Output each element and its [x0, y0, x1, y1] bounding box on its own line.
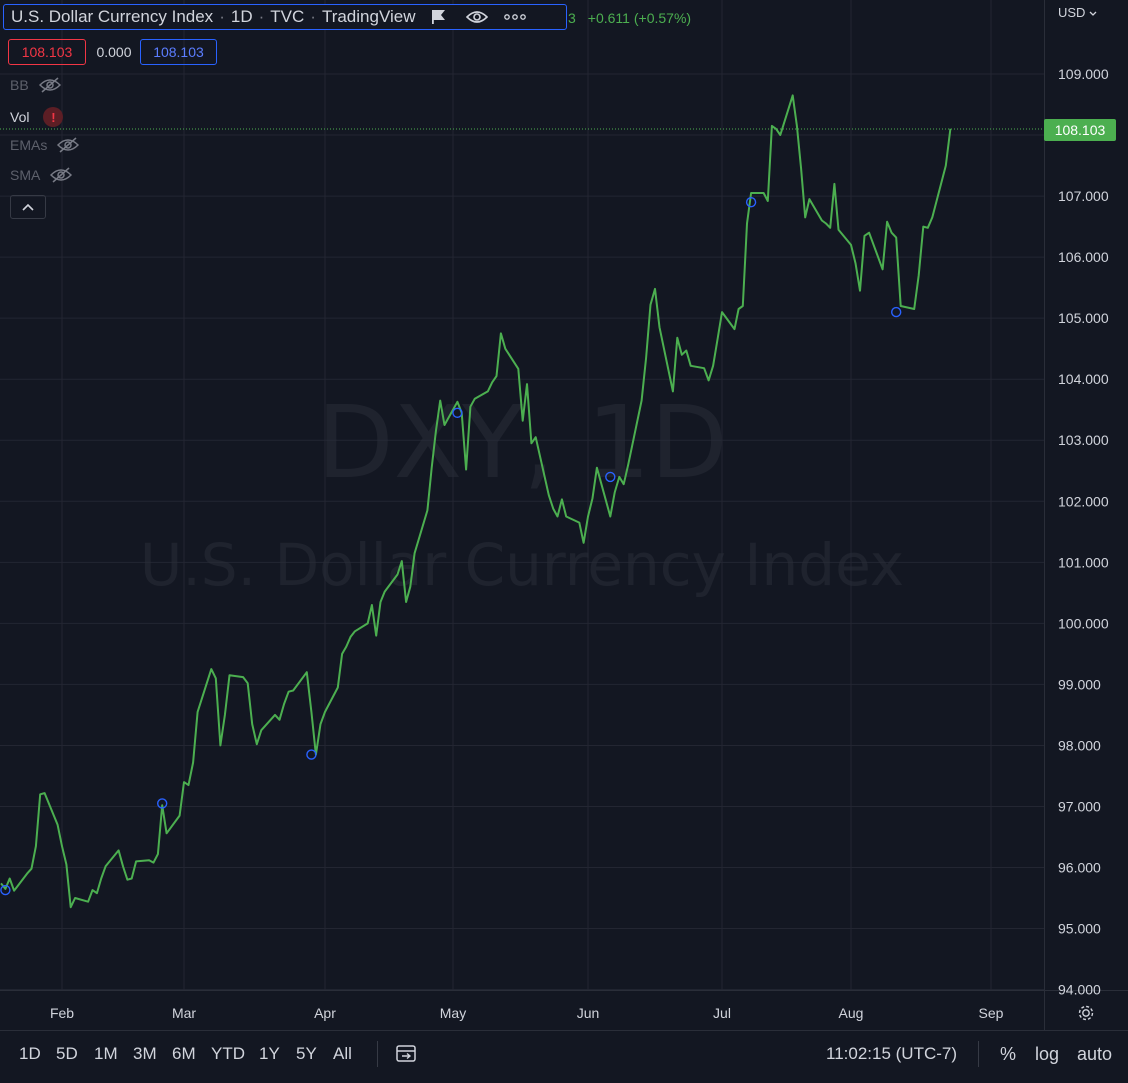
- clock-timezone[interactable]: 11:02:15 (UTC-7): [826, 1044, 958, 1063]
- indicator-vol[interactable]: Vol !: [10, 107, 64, 127]
- symbol-legend[interactable]: U.S. Dollar Currency Index · 1D · TVC · …: [3, 4, 567, 30]
- chart-grid: [0, 0, 1128, 1030]
- x-tick-label: Feb: [50, 1005, 74, 1021]
- signal-marker: [891, 306, 902, 318]
- buy-price-button[interactable]: 108.103: [140, 39, 217, 65]
- range-button-1y[interactable]: 1Y: [259, 1044, 280, 1063]
- chevron-down-icon: [1089, 11, 1097, 16]
- time-axis[interactable]: Feb Mar Apr May Jun Jul Aug Sep: [50, 1005, 1004, 1021]
- signal-marker: [605, 471, 616, 483]
- y-tick-label: 94.000: [1058, 982, 1101, 998]
- legend-separator: ·: [258, 7, 265, 26]
- signal-marker: [745, 196, 757, 208]
- signal-marker: [452, 407, 463, 418]
- x-tick-label: Mar: [172, 1005, 196, 1021]
- legend-separator: ·: [310, 7, 316, 26]
- indicator-label: Vol: [10, 109, 30, 125]
- y-tick-label: 102.000: [1058, 493, 1109, 509]
- chevron-up-icon: [22, 203, 34, 211]
- range-button-5y[interactable]: 5Y: [296, 1044, 317, 1063]
- bottom-toolbar: [0, 1030, 1128, 1083]
- y-tick-label: 97.000: [1058, 798, 1101, 814]
- indicator-label: BB: [10, 77, 29, 93]
- sell-price-button[interactable]: 108.103: [8, 39, 86, 65]
- signal-marker: [156, 798, 168, 809]
- x-tick-label: Apr: [314, 1005, 336, 1021]
- signal-marker: [306, 749, 317, 760]
- watermark-name: U.S. Dollar Currency Index: [140, 531, 904, 599]
- price-change: +0.611 (+0.57%): [587, 10, 692, 26]
- y-tick-label: 95.000: [1058, 921, 1101, 937]
- signal-markers: [0, 196, 902, 896]
- x-tick-label: Jun: [577, 1005, 600, 1021]
- y-tick-label: 103.000: [1058, 432, 1109, 448]
- range-button-1m[interactable]: 1M: [94, 1044, 118, 1063]
- flag-icon[interactable]: [430, 8, 448, 26]
- x-tick-label: Sep: [979, 1005, 1004, 1021]
- price-series-line: [0, 94, 952, 909]
- collapse-indicators-button[interactable]: [10, 195, 46, 219]
- gear-icon[interactable]: [1076, 1003, 1096, 1023]
- indicator-sma[interactable]: SMA: [10, 167, 73, 183]
- y-tick-label: 109.000: [1058, 66, 1109, 82]
- legend-values: 3 +0.611 (+0.57%): [568, 10, 691, 26]
- indicator-label: SMA: [10, 167, 41, 183]
- price-axis[interactable]: 109.000108.000107.000106.000105.000104.0…: [1058, 66, 1109, 998]
- eye-hidden-icon[interactable]: [50, 167, 73, 183]
- more-icon[interactable]: [503, 14, 526, 20]
- y-tick-label: 100.000: [1058, 615, 1109, 631]
- source-label: TradingView: [321, 7, 416, 26]
- eye-icon[interactable]: [465, 9, 488, 25]
- percent-scale-toggle[interactable]: %: [1000, 1044, 1017, 1064]
- y-tick-label: 104.000: [1058, 371, 1109, 387]
- currency-label: USD: [1058, 5, 1086, 20]
- eye-hidden-icon[interactable]: [57, 137, 80, 153]
- signal-marker: [0, 884, 11, 896]
- range-button-ytd[interactable]: YTD: [211, 1044, 245, 1063]
- last-price-label: 108.103: [1044, 119, 1116, 141]
- y-tick-label: 107.000: [1058, 188, 1109, 204]
- indicator-bb[interactable]: BB: [10, 77, 61, 93]
- log-scale-toggle[interactable]: log: [1035, 1044, 1060, 1064]
- y-tick-label: 101.000: [1058, 554, 1109, 570]
- y-tick-label: 106.000: [1058, 249, 1109, 265]
- x-tick-label: May: [440, 1005, 466, 1021]
- x-tick-label: Aug: [839, 1005, 864, 1021]
- indicator-label: EMAs: [10, 137, 48, 153]
- y-tick-label: 98.000: [1058, 737, 1101, 753]
- eye-hidden-icon[interactable]: [38, 77, 61, 93]
- y-tick-label: 105.000: [1058, 310, 1109, 326]
- toolbar-divider: [978, 1041, 979, 1067]
- x-tick-label: Jul: [713, 1005, 731, 1021]
- y-tick-label: 96.000: [1058, 860, 1101, 876]
- spread-value: 0.000: [96, 44, 132, 60]
- currency-selector[interactable]: USD: [1058, 5, 1097, 20]
- y-tick-label: 99.000: [1058, 676, 1101, 692]
- warning-icon[interactable]: !: [43, 107, 64, 127]
- legend-separator: ·: [219, 7, 225, 26]
- auto-scale-toggle[interactable]: auto: [1077, 1044, 1113, 1064]
- range-button-all[interactable]: All: [333, 1044, 352, 1063]
- exchange-label: TVC: [270, 7, 305, 26]
- interval-label[interactable]: 1D: [230, 7, 253, 26]
- price-chart[interactable]: DXY, 1D U.S. Dollar Currency Index 109.0…: [0, 0, 1128, 1030]
- range-button-6m[interactable]: 6M: [172, 1044, 196, 1063]
- range-button-3m[interactable]: 3M: [133, 1044, 157, 1063]
- indicator-emas[interactable]: EMAs: [10, 137, 80, 153]
- date-range-icon[interactable]: [394, 1042, 418, 1064]
- toolbar-divider: [377, 1041, 378, 1067]
- range-button-1d[interactable]: 1D: [19, 1044, 41, 1063]
- range-button-5d[interactable]: 5D: [56, 1044, 78, 1063]
- symbol-title[interactable]: U.S. Dollar Currency Index: [11, 7, 214, 26]
- last-value-fragment: 3: [568, 10, 576, 26]
